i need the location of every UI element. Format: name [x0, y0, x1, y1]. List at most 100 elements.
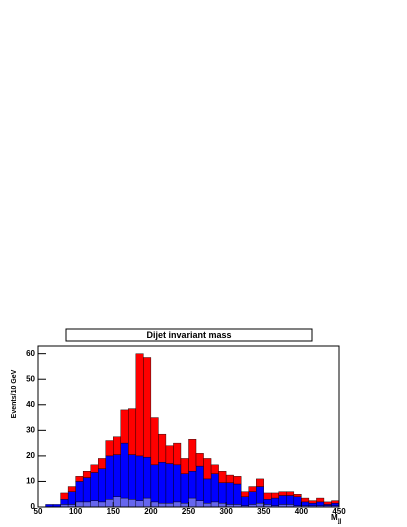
histogram-bar [316, 501, 325, 506]
histogram-bar [60, 499, 69, 505]
histogram-bar [135, 455, 144, 501]
title-box [65, 328, 313, 342]
histogram-bar [331, 502, 340, 506]
histogram-bar [90, 472, 99, 501]
chart-title: Dijet invariant mass [146, 330, 231, 340]
histogram-bar [60, 492, 69, 500]
histogram-bar [143, 497, 152, 508]
histogram-bar [82, 477, 91, 503]
histogram-bar [308, 502, 317, 506]
histogram-bar [113, 454, 121, 497]
histogram-bar [120, 497, 129, 508]
histogram-bar [195, 453, 204, 467]
histogram-bar [188, 471, 197, 499]
histogram-bar [256, 486, 264, 504]
histogram-bar [143, 357, 152, 458]
histogram-bar [225, 482, 234, 505]
histogram-bar [240, 491, 249, 497]
histogram-bar [323, 501, 332, 505]
histogram-bar [225, 474, 234, 483]
histogram-bar [82, 501, 91, 508]
x-tick-label: 450 [332, 507, 346, 516]
histogram-bar [316, 497, 325, 503]
histogram-bar [240, 496, 249, 506]
histogram-bar [233, 476, 242, 485]
histogram-bar [203, 458, 212, 480]
x-tick-label: 100 [69, 507, 83, 516]
histogram-bar [195, 500, 204, 508]
y-tick-label: 30 [26, 425, 35, 434]
y-axis-label: Events/10 GeV [11, 369, 18, 418]
histogram-bar [263, 492, 272, 500]
histogram-bar [308, 500, 317, 504]
histogram-bar [165, 445, 174, 464]
histogram-bar [165, 502, 174, 508]
y-tick-label: 0 [31, 502, 36, 511]
histogram-bar [150, 417, 159, 466]
histogram-bar [286, 495, 295, 505]
histogram-bar [203, 502, 212, 508]
histogram-bar [90, 500, 99, 508]
histogram-bar [233, 483, 242, 505]
histogram-bar [150, 464, 159, 503]
histogram-bar [188, 439, 197, 472]
histogram-bar [135, 500, 144, 508]
histogram-bar [120, 409, 129, 444]
histogram-bar [210, 501, 219, 508]
histogram-bar [263, 499, 272, 505]
histogram-bar [195, 465, 204, 501]
histogram-bar [331, 500, 340, 504]
histogram-bar [271, 492, 279, 499]
histogram-bar [113, 496, 121, 508]
histogram-bar [301, 497, 310, 503]
histogram-bar [286, 491, 295, 496]
histogram-bar [180, 458, 189, 474]
histogram-bar [105, 440, 114, 457]
y-tick-label: 50 [26, 374, 35, 383]
histogram-bar [248, 491, 257, 505]
histogram-bar [293, 496, 302, 506]
histogram-bar [105, 499, 114, 508]
histogram-bar [173, 442, 182, 466]
x-tick-label: 200 [144, 507, 158, 516]
y-tick-label: 10 [26, 477, 35, 486]
histogram-bar [97, 501, 106, 508]
histogram-bar [97, 458, 106, 469]
histogram-bar [210, 473, 219, 503]
x-tick-label: 250 [182, 507, 196, 516]
histogram-bar [120, 442, 129, 499]
histogram-bar [180, 473, 189, 504]
x-tick-label: 150 [107, 507, 121, 516]
histogram-bar [278, 495, 287, 505]
histogram-bar [218, 471, 227, 483]
x-axis-label: M [331, 513, 338, 522]
histogram-bar [278, 491, 287, 496]
histogram-bar [67, 486, 76, 492]
histogram-bar [97, 468, 106, 503]
histogram-bar [143, 456, 152, 499]
histogram-bar [293, 494, 302, 497]
histogram-bar [75, 481, 84, 503]
histogram-bar [158, 433, 167, 463]
histogram-bar [301, 501, 310, 506]
histogram-bar [158, 502, 167, 508]
histogram-bar [105, 455, 114, 500]
histogram-bar [128, 499, 137, 508]
x-axis-label-sub: jj [337, 519, 342, 525]
histogram-bar [210, 464, 219, 474]
histogram-bar [90, 464, 99, 473]
histogram-bar [271, 497, 279, 506]
histogram-bar [173, 501, 182, 508]
histogram-bar [218, 482, 227, 504]
histogram-bar [188, 497, 197, 508]
histogram-bar [248, 486, 257, 492]
histogram-bar [67, 491, 76, 505]
x-tick-label: 400 [295, 507, 309, 516]
x-tick-label: 300 [219, 507, 233, 516]
histogram-bar [75, 476, 84, 482]
histogram-bar [165, 463, 174, 504]
histogram-bar [82, 471, 91, 478]
x-tick-label: 350 [257, 507, 271, 516]
x-tick-label: 50 [34, 507, 43, 516]
